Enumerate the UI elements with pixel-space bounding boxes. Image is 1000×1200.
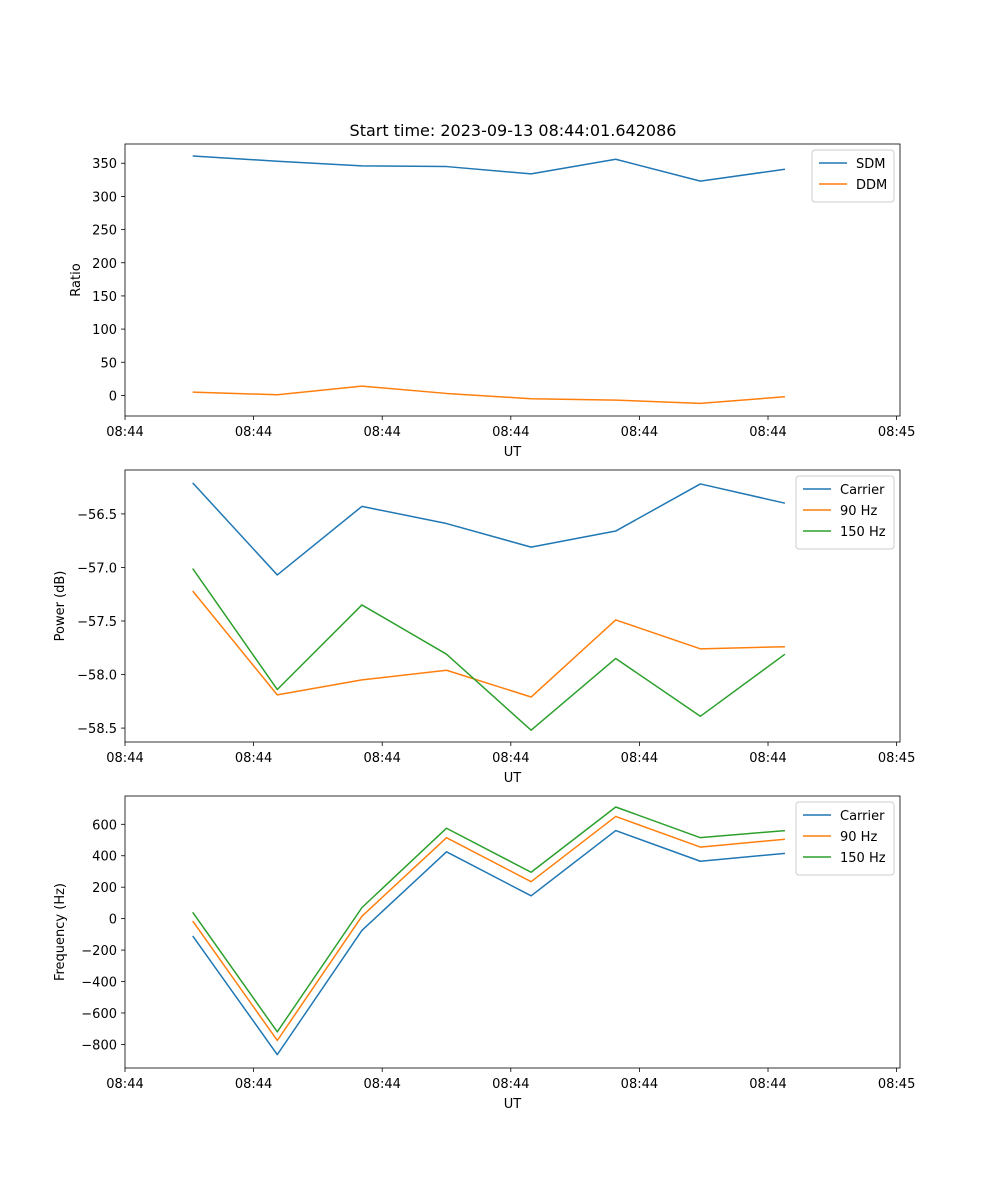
panel-2-legend-label-1: Carrier: [840, 483, 885, 498]
panel-1-xtick-label: 08:44: [492, 425, 529, 440]
panel-3-ytick-label: −800: [81, 1038, 117, 1053]
panel-2-xtick-label: 08:44: [106, 751, 143, 766]
panel-1-ytick-label: 350: [92, 157, 117, 172]
panel-1-xtick-label: 08:44: [749, 425, 786, 440]
panel-3-series-3-line: [192, 806, 785, 1033]
panel-2-axes-frame: [124, 469, 901, 743]
panel-1-ytick-label: 0: [109, 389, 117, 404]
panel-1-series-1-line: [192, 155, 786, 182]
panel-2-ylabel: Power (dB): [53, 571, 68, 642]
panel-2: 08:44 08:44 08:44 08:44 08:44 08:44 08:45 −58.5…: [53, 469, 915, 786]
panel-1-axes-frame: [124, 143, 901, 417]
panel-3-ylabel: Frequency (Hz): [53, 883, 68, 981]
panel-2-xtick-label: 08:44: [621, 751, 658, 766]
panel-1-legend: SDM DDM: [811, 149, 895, 203]
panel-2-ytick-label: −58.0: [77, 669, 117, 684]
panel-1-ytick-label: 100: [92, 323, 117, 338]
panel-2-ytick-label: −58.5: [77, 722, 117, 737]
panel-1-legend-label-2: DDM: [856, 178, 887, 193]
panel-3-xtick-label: 08:44: [621, 1077, 658, 1092]
panel-3-axes-frame: [124, 795, 901, 1069]
panel-1-xtick-label: 08:44: [621, 425, 658, 440]
panel-1-xtick-label: 08:44: [106, 425, 143, 440]
panel-3-plot-area: [125, 796, 900, 1068]
panel-3-xtick-label: 08:45: [878, 1077, 915, 1092]
panel-3-xtick-label: 08:44: [363, 1077, 400, 1092]
panel-1-ylabel: Ratio: [69, 263, 84, 296]
panel-2-xtick-label: 08:45: [878, 751, 915, 766]
panel-1-ytick-label: 300: [92, 190, 117, 205]
panel-2-ytick-label: −56.5: [77, 508, 117, 523]
panel-3-ytick-label: 0: [109, 913, 117, 928]
panel-2-ytick-label: −57.5: [77, 615, 117, 630]
panel-3-ytick-label: −400: [81, 976, 117, 991]
panel-1-xlabel: UT: [504, 445, 522, 460]
panel-1-ytick-label: 250: [92, 224, 117, 239]
figure-title: Start time: 2023-09-13 08:44:01.642086: [350, 121, 677, 140]
panel-3-xlabel: UT: [504, 1097, 522, 1112]
panel-2-legend-label-3: 150 Hz: [840, 525, 886, 540]
panel-2-xtick-label: 08:44: [492, 751, 529, 766]
panel-3-ytick-label: 200: [92, 881, 117, 896]
panel-3-series-1-line: [192, 829, 785, 1056]
panel-2-series-2-line: [192, 590, 785, 698]
panel-3-xtick-label: 08:44: [235, 1077, 272, 1092]
panel-2-legend: Carrier 90 Hz 150 Hz: [795, 475, 895, 550]
panel-2-xtick-label: 08:44: [363, 751, 400, 766]
panel-3-legend-label-3: 150 Hz: [840, 851, 886, 866]
panel-1-xtick-label: 08:45: [878, 425, 915, 440]
panel-3-ytick-label: −200: [81, 944, 117, 959]
panel-3-xtick-label: 08:44: [492, 1077, 529, 1092]
panel-1-series-2-line: [192, 385, 785, 405]
panel-3-ytick-label: 600: [92, 818, 117, 833]
panel-2-xtick-label: 08:44: [235, 751, 272, 766]
panel-1-ytick-label: 150: [92, 290, 117, 305]
panel-3-xtick-label: 08:44: [749, 1077, 786, 1092]
panel-2-series-1-line: [192, 482, 786, 576]
panel-3-ytick-label: −600: [81, 1007, 117, 1022]
panel-2-xlabel: UT: [504, 771, 522, 786]
panel-3-legend-label-2: 90 Hz: [840, 830, 877, 845]
panels: 08:44 08:44 08:44 08:44 08:44 08:44 08:45 0 50 10…: [53, 143, 915, 1112]
panel-2-xtick-label: 08:44: [749, 751, 786, 766]
panel-2-plot-area: [125, 470, 900, 742]
panel-1-ytick-label: 200: [92, 257, 117, 272]
panel-1: 08:44 08:44 08:44 08:44 08:44 08:44 08:45 0 50 10…: [69, 143, 915, 460]
panel-3-ytick-label: 400: [92, 850, 117, 865]
panel-1-xtick-label: 08:44: [235, 425, 272, 440]
panel-2-legend-label-2: 90 Hz: [840, 504, 877, 519]
panel-1-ytick-label: 50: [100, 356, 117, 371]
panel-1-xtick-label: 08:44: [363, 425, 400, 440]
panel-3: 08:44 08:44 08:44 08:44 08:44 08:44 08:45 −800 −…: [53, 795, 915, 1112]
panel-3-legend: Carrier 90 Hz 150 Hz: [795, 801, 895, 876]
panel-1-plot-area: [125, 144, 900, 416]
panel-2-ytick-label: −57.0: [77, 561, 117, 576]
panel-3-xtick-label: 08:44: [106, 1077, 143, 1092]
panel-3-series-2-line: [192, 815, 785, 1042]
panel-2-series-3-line: [192, 568, 786, 731]
panel-3-legend-label-1: Carrier: [840, 809, 885, 824]
panel-1-legend-label-1: SDM: [856, 157, 885, 172]
